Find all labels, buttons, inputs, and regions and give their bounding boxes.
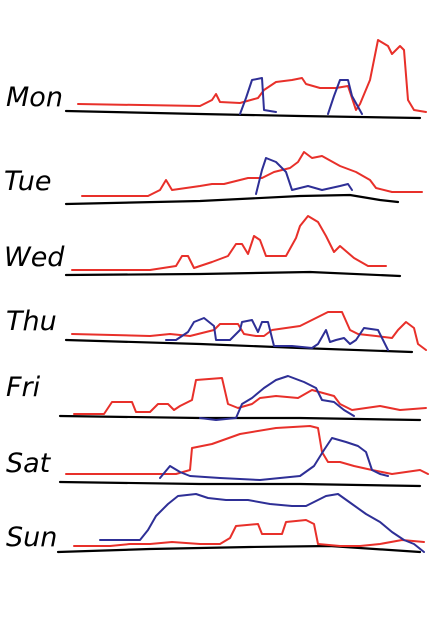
blue-line-fri — [199, 375, 355, 421]
day-row-mon: Mon — [6, 39, 427, 120]
day-label-tue: Tue — [4, 166, 52, 197]
blue-line-sat — [159, 437, 389, 481]
baseline-sat — [58, 480, 422, 488]
baseline-fri — [58, 414, 422, 422]
red-line-wed — [71, 215, 387, 271]
baseline-mon — [64, 109, 422, 120]
red-line-sat — [65, 425, 429, 475]
red-line-fri — [73, 377, 427, 415]
day-row-tue: Tue — [4, 151, 423, 206]
day-row-wed: Wed — [4, 215, 402, 278]
red-line-tue — [81, 151, 423, 197]
day-label-wed: Wed — [4, 242, 65, 273]
day-label-mon: Mon — [6, 82, 63, 113]
blue-line-mon — [239, 77, 363, 115]
blue-line-tue — [255, 157, 353, 195]
day-label-sat: Sat — [6, 448, 52, 479]
day-row-thu: Thu — [6, 306, 427, 354]
baseline-wed — [64, 270, 402, 278]
baseline-sun — [56, 544, 422, 554]
red-line-mon — [77, 39, 427, 113]
day-row-fri: Fri — [6, 372, 427, 422]
day-label-fri: Fri — [6, 372, 41, 403]
baseline-thu — [64, 338, 414, 354]
day-label-thu: Thu — [6, 306, 57, 337]
baseline-tue — [64, 193, 400, 206]
day-label-sun: Sun — [6, 522, 57, 553]
blue-line-thu — [165, 317, 389, 351]
red-line-sun — [73, 519, 425, 547]
day-row-sun: Sun — [6, 493, 425, 554]
red-line-thu — [71, 311, 427, 351]
day-row-sat: Sat — [6, 425, 429, 488]
blue-line-sun — [99, 493, 425, 553]
